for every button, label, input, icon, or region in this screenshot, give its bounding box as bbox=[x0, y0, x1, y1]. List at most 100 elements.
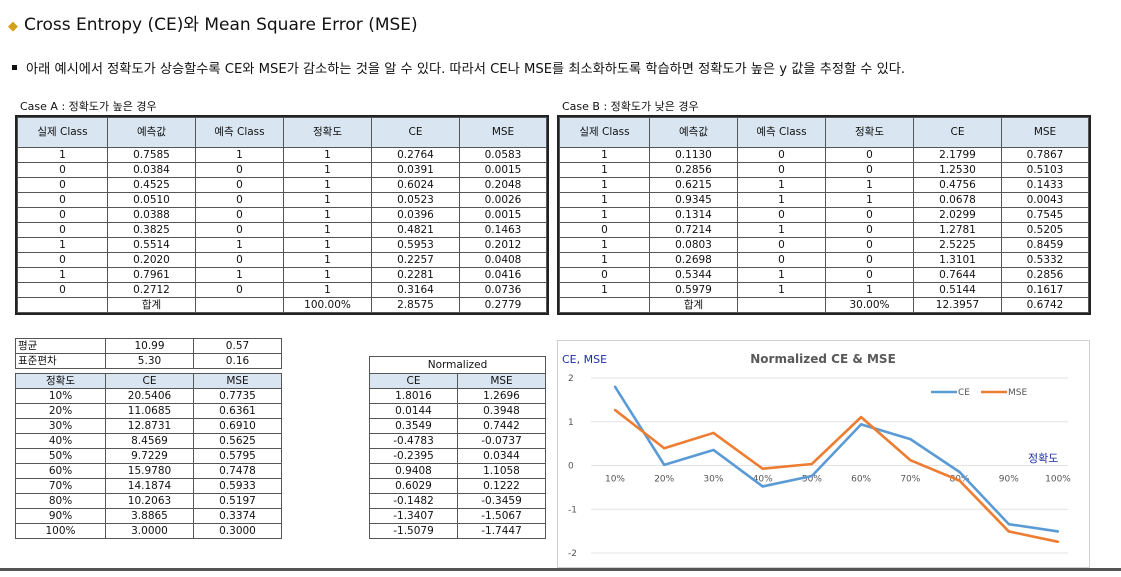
total-cell bbox=[737, 297, 826, 313]
table-cell: 0.1463 bbox=[459, 222, 547, 238]
total-cell: 12.3957 bbox=[913, 297, 1002, 313]
table-cell: 0.6910 bbox=[193, 418, 282, 434]
table-cell: 1 bbox=[283, 252, 372, 268]
total-cell bbox=[559, 297, 650, 313]
case-a-table: 실제 Class 예측값 예측 Class 정확도 CE MSE 1 0.7585 1 1 0.2… bbox=[17, 117, 547, 313]
table-cell: 1 bbox=[283, 222, 372, 238]
table-cell: -1.3407 bbox=[369, 508, 458, 524]
mean-ce: 10.99 bbox=[105, 338, 194, 354]
table-cell: 0 bbox=[825, 252, 914, 268]
table-cell: -1.5067 bbox=[456, 508, 547, 524]
table-cell: 0.7644 bbox=[913, 267, 1002, 283]
y-tick-label: -2 bbox=[568, 549, 577, 559]
table-cell: 0 bbox=[17, 162, 108, 178]
table-cell: -0.4783 bbox=[369, 433, 458, 449]
table-cell: 1 bbox=[283, 207, 372, 223]
table-cell: 100% bbox=[15, 523, 106, 539]
case-b-caption: Case B : 정확도가 낮은 경우 bbox=[562, 100, 699, 113]
table-cell: 0.7545 bbox=[1001, 207, 1089, 223]
table-cell: 0.9345 bbox=[649, 192, 738, 208]
table-cell: 0.3164 bbox=[371, 282, 460, 298]
y-tick-label: 1 bbox=[568, 418, 574, 428]
series-line-ce bbox=[613, 385, 1059, 533]
table-row: 1.8016 1.2696 bbox=[369, 388, 547, 404]
column-header: CE bbox=[371, 117, 460, 148]
table-cell: 14.1874 bbox=[105, 478, 194, 494]
data-point bbox=[810, 462, 814, 466]
table-row: 20% 11.0685 0.6361 bbox=[15, 403, 282, 419]
table-cell: 0.0144 bbox=[369, 403, 458, 419]
table-cell: 1 bbox=[737, 222, 826, 238]
table-header-row: 실제 Class 예측값 예측 Class 정확도 CE MSE bbox=[17, 117, 547, 148]
table-cell: 0.4525 bbox=[107, 177, 196, 193]
table-cell: 3.8865 bbox=[105, 508, 194, 524]
table-cell: 0 bbox=[17, 222, 108, 238]
table-cell: 0.0583 bbox=[459, 147, 547, 163]
total-cell: 30.00% bbox=[825, 297, 914, 313]
table-cell: 0.5953 bbox=[371, 237, 460, 253]
data-point bbox=[1056, 540, 1060, 544]
y-tick-label: -1 bbox=[568, 505, 577, 515]
column-header: CE bbox=[369, 373, 458, 389]
table-row: 0 0.0384 0 1 0.0391 0.0015 bbox=[17, 162, 547, 178]
x-tick-label: 100% bbox=[1045, 475, 1071, 485]
total-cell: 0.6742 bbox=[1001, 297, 1089, 313]
column-header: 예측값 bbox=[649, 117, 738, 148]
legend-label-ce: CE bbox=[958, 388, 970, 398]
table-cell: 1 bbox=[283, 177, 372, 193]
table-row: 0 0.0510 0 1 0.0523 0.0026 bbox=[17, 192, 547, 208]
table-cell: 0.1130 bbox=[649, 147, 738, 163]
table-cell: 1 bbox=[283, 162, 372, 178]
data-point bbox=[761, 467, 764, 470]
table-row: -0.1482 -0.3459 bbox=[369, 493, 547, 509]
chart-title: Normalized CE & MSE bbox=[750, 352, 896, 366]
case-a-table-box: 실제 Class 예측값 예측 Class 정확도 CE MSE 1 0.7585 1 1 0.2… bbox=[15, 115, 549, 315]
table-cell: 1.2696 bbox=[456, 388, 547, 404]
table-cell: 0.0015 bbox=[459, 207, 547, 223]
x-tick-label: 20% bbox=[654, 475, 674, 485]
data-point bbox=[712, 431, 715, 435]
table-cell: 0.7867 bbox=[1001, 147, 1089, 163]
table-row: 1 0.9345 1 1 0.0678 0.0043 bbox=[559, 192, 1089, 208]
table-row: 60% 15.9780 0.7478 bbox=[15, 463, 282, 479]
table-row: 1 0.5514 1 1 0.5953 0.2012 bbox=[17, 237, 547, 253]
data-point bbox=[810, 474, 814, 478]
table-row: 90% 3.8865 0.3374 bbox=[15, 508, 282, 524]
table-cell: -0.0737 bbox=[456, 433, 547, 449]
table-header-row: 실제 Class 예측값 예측 Class 정확도 CE MSE bbox=[559, 117, 1089, 148]
table-cell: 0 bbox=[825, 237, 914, 253]
table-cell: 0.0678 bbox=[913, 192, 1002, 208]
std-row: 표준편차 5.30 0.16 bbox=[15, 353, 282, 369]
case-b-table-box: 실제 Class 예측값 예측 Class 정확도 CE MSE 1 0.1130 0 0 2.1… bbox=[557, 115, 1091, 315]
table-cell: 0.5795 bbox=[193, 448, 282, 464]
table-cell: 0 bbox=[737, 237, 826, 253]
data-point bbox=[761, 485, 764, 488]
table-row: 1 0.6215 1 1 0.4756 0.1433 bbox=[559, 177, 1089, 193]
table-cell: 0.7442 bbox=[456, 418, 547, 434]
table-cell: 0 bbox=[559, 267, 650, 283]
table-cell: 1 bbox=[559, 237, 650, 253]
table-cell: 0.5332 bbox=[1001, 252, 1089, 268]
y-tick-label: 2 bbox=[568, 374, 574, 384]
table-cell: 1.1058 bbox=[456, 463, 547, 479]
table-cell: 9.7229 bbox=[105, 448, 194, 464]
table-cell: 0.4756 bbox=[913, 177, 1002, 193]
table-cell: 0 bbox=[825, 222, 914, 238]
page-title: ◆ Cross Entropy (CE)와 Mean Square Error (… bbox=[8, 10, 418, 35]
table-cell: 0 bbox=[825, 162, 914, 178]
table-cell: 0.1617 bbox=[1001, 282, 1089, 298]
table-cell: 30% bbox=[15, 418, 106, 434]
table-cell: 40% bbox=[15, 433, 106, 449]
data-point bbox=[859, 415, 863, 419]
table-row: -1.3407 -1.5067 bbox=[369, 508, 547, 524]
table-cell: 0.2764 bbox=[371, 147, 460, 163]
table-cell: 1 bbox=[559, 177, 650, 193]
table-cell: 0.0384 bbox=[107, 162, 196, 178]
table-cell: 1 bbox=[283, 282, 372, 298]
table-cell: 11.0685 bbox=[105, 403, 194, 419]
table-row: 1 0.2856 0 0 1.2530 0.5103 bbox=[559, 162, 1089, 178]
column-header: 실제 Class bbox=[559, 117, 650, 148]
column-header: 정확도 bbox=[15, 373, 106, 389]
table-cell: 50% bbox=[15, 448, 106, 464]
table-cell: 0 bbox=[195, 192, 284, 208]
